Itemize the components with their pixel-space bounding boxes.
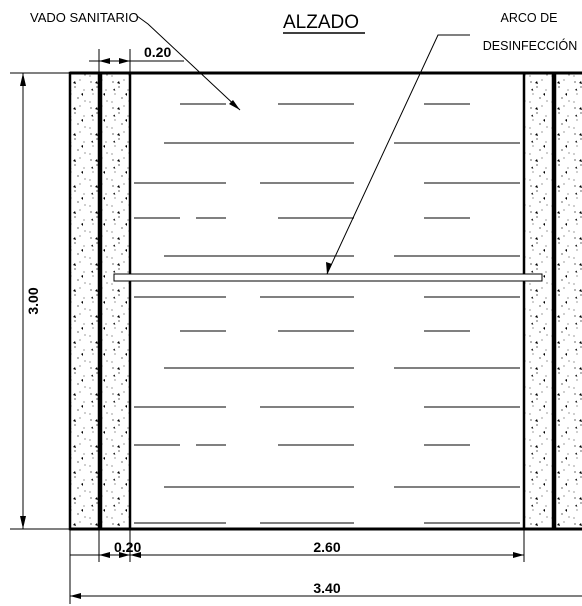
left-inner-wall bbox=[99, 71, 132, 531]
dim-height bbox=[10, 72, 70, 530]
vado-arrow bbox=[229, 100, 240, 110]
arco-leader bbox=[326, 34, 470, 275]
vado-leader bbox=[136, 15, 241, 111]
dim-wall-bottom-text: 0.20 bbox=[114, 539, 141, 555]
arco-label-line1: ARCO DE bbox=[501, 11, 558, 25]
dim-inner-width-text: 2.60 bbox=[313, 539, 340, 555]
dim-total-width-text: 3.40 bbox=[313, 580, 340, 596]
dim-row-1 bbox=[69, 529, 525, 604]
arco-arrow bbox=[326, 262, 332, 274]
water-lines bbox=[134, 103, 520, 524]
dim-height-text: 3.00 bbox=[25, 287, 41, 314]
right-outer-wall bbox=[553, 71, 582, 531]
vado-label: VADO SANITARIO bbox=[30, 10, 139, 25]
right-inner-wall bbox=[522, 71, 555, 531]
page-title: ALZADO bbox=[283, 12, 359, 33]
disinfection-arch bbox=[113, 273, 543, 282]
arco-label-line2: DESINFECCIÓN bbox=[483, 38, 577, 53]
left-outer-wall bbox=[68, 71, 101, 531]
dim-wall-top-text: 0.20 bbox=[144, 44, 171, 60]
